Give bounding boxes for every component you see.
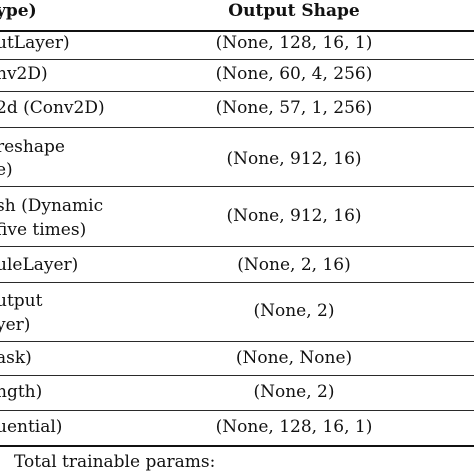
- row-divider: [0, 341, 474, 342]
- row-0-layer: utLayer): [0, 33, 70, 53]
- row-5-layer: uleLayer): [0, 255, 79, 275]
- row-6-layer-line-1: utput: [0, 291, 43, 311]
- row-8-layer: ngth): [0, 382, 43, 402]
- row-3-layer-line-1: reshape: [0, 137, 65, 157]
- row-divider: [0, 127, 474, 128]
- row-divider: [0, 410, 474, 411]
- row-divider: [0, 91, 474, 92]
- row-divider: [0, 282, 474, 283]
- row-7-layer: ask): [0, 348, 32, 368]
- row-4-layer-line-1: sh (Dynamic: [0, 196, 104, 216]
- row-9-output-shape: (None, 128, 16, 1): [215, 417, 373, 437]
- row-6-layer-line-2: yer): [0, 315, 31, 335]
- header-layer-type: ype): [0, 1, 37, 21]
- row-4-layer-line-2: five times): [0, 220, 87, 240]
- row-3-layer-line-2: e): [0, 160, 13, 180]
- row-0-output-shape: (None, 128, 16, 1): [215, 33, 373, 53]
- row-9-layer: uential): [0, 417, 63, 437]
- total-trainable-params-label: Total trainable params:: [14, 452, 216, 472]
- row-6-output-shape: (None, 2): [253, 301, 335, 321]
- row-3-output-shape: (None, 912, 16): [226, 149, 362, 169]
- row-4-output-shape: (None, 912, 16): [226, 206, 362, 226]
- row-2-output-shape: (None, 57, 1, 256): [215, 98, 373, 118]
- row-8-output-shape: (None, 2): [253, 382, 335, 402]
- header-rule: [0, 30, 474, 32]
- row-7-output-shape: (None, None): [235, 348, 353, 368]
- row-1-output-shape: (None, 60, 4, 256): [215, 64, 373, 84]
- row-divider: [0, 59, 474, 60]
- row-divider: [0, 246, 474, 247]
- row-divider: [0, 186, 474, 187]
- row-1-layer: nv2D): [0, 64, 48, 84]
- table-bottom-rule: [0, 445, 474, 447]
- row-divider: [0, 375, 474, 376]
- row-2-layer: 2d (Conv2D): [0, 98, 105, 118]
- row-5-output-shape: (None, 2, 16): [237, 255, 351, 275]
- header-output-shape: Output Shape: [228, 1, 360, 21]
